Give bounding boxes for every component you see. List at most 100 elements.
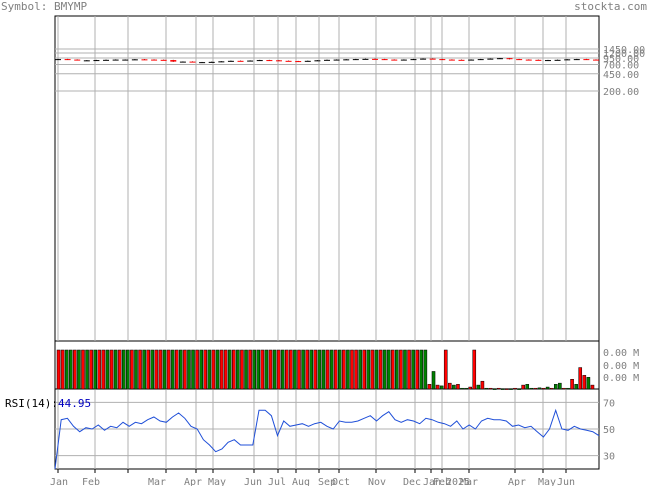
volume-bar: [297, 349, 301, 390]
price-candle: [237, 60, 244, 62]
price-tick-label: 950.00: [603, 54, 639, 65]
x-tick-label: Aug: [292, 477, 310, 486]
price-candle: [420, 58, 427, 60]
volume-bar: [509, 388, 513, 390]
price-candle: [343, 59, 350, 61]
price-candle: [256, 60, 263, 62]
volume-bar: [350, 349, 354, 390]
volume-bar: [435, 384, 440, 390]
volume-bar: [138, 349, 142, 390]
price-candle: [333, 59, 340, 61]
x-tick-label: Mar: [460, 477, 478, 486]
rsi-tick-label: 30: [603, 452, 615, 463]
volume-bar: [272, 349, 277, 390]
price-series: [55, 57, 599, 64]
volume-bar: [545, 386, 550, 390]
volume-bar: [207, 349, 212, 390]
volume-bar: [162, 349, 167, 390]
volume-bar: [566, 387, 570, 390]
price-candle: [439, 59, 446, 61]
volume-bar: [574, 384, 578, 390]
price-candle: [112, 59, 119, 61]
x-tick-label: Jan: [423, 477, 441, 486]
volume-bar: [533, 387, 538, 390]
price-tick-label: 450.00: [603, 70, 639, 81]
price-candle: [141, 59, 148, 61]
volume-bar: [158, 349, 163, 390]
price-candle: [583, 59, 590, 61]
volume-bar: [403, 349, 407, 390]
volume-bar: [301, 349, 305, 390]
volume-bar: [276, 349, 281, 390]
volume-bar: [195, 349, 199, 390]
volume-bar: [423, 349, 428, 390]
price-candle: [516, 59, 523, 61]
price-candle: [458, 59, 465, 61]
x-tick-label: Dec: [403, 477, 421, 486]
volume-bar: [73, 349, 77, 390]
volume-bar: [289, 349, 293, 390]
price-candle: [179, 61, 186, 63]
price-candle: [525, 59, 532, 61]
volume-bar: [150, 349, 155, 390]
rsi-tick-label: 70: [603, 398, 615, 409]
price-candle: [593, 59, 599, 61]
volume-bar: [370, 349, 375, 390]
volume-bar: [321, 349, 326, 390]
rsi-label: RSI(14):: [5, 397, 58, 410]
volume-bar: [484, 387, 489, 390]
volume-bar: [236, 349, 240, 390]
volume-bar: [390, 349, 395, 390]
price-candle: [448, 59, 455, 61]
price-tick-label: 200.00: [603, 87, 639, 98]
x-tick-label: Apr: [508, 477, 526, 486]
volume-bar: [431, 371, 436, 390]
volume-bar: [56, 349, 61, 390]
volume-tick-label: 0.00 M: [603, 361, 639, 372]
volume-bar: [105, 349, 110, 390]
volume-bar: [113, 349, 118, 390]
price-candle: [400, 59, 407, 61]
volume-bar: [199, 349, 203, 390]
volume-bar: [456, 384, 460, 390]
grid: [55, 16, 599, 473]
price-tick-label: 700.00: [603, 60, 639, 71]
price-candle: [295, 61, 302, 63]
price-candle: [275, 60, 282, 62]
volume-bar: [419, 349, 424, 390]
volume-bar: [472, 349, 477, 390]
volume-bar: [89, 349, 93, 390]
price-candle: [247, 60, 254, 62]
site-label[interactable]: stockta.com: [574, 0, 647, 13]
volume-bar: [109, 349, 114, 390]
volume-bar: [166, 349, 171, 390]
x-tick-label: Nov: [368, 477, 386, 486]
x-tick-label: Jun: [557, 477, 575, 486]
volume-bar: [93, 349, 98, 390]
price-candle: [554, 59, 561, 61]
price-candle: [410, 59, 417, 61]
volume-bar: [333, 349, 338, 390]
volume-tick-label: 0.00 M: [603, 373, 639, 384]
volume-bar: [395, 349, 399, 390]
x-tick-label: Feb: [82, 477, 100, 486]
volume-bar: [81, 349, 85, 390]
x-tick-label: Jan: [50, 477, 68, 486]
volume-bar: [215, 349, 220, 390]
volume-bar: [480, 380, 485, 390]
price-candle: [83, 60, 90, 62]
price-candle: [266, 60, 273, 62]
x-tick-label: Mar: [148, 477, 166, 486]
volume-bar: [439, 385, 444, 390]
price-candle: [218, 61, 225, 63]
volume-bar: [232, 349, 236, 390]
price-candle: [64, 59, 71, 61]
volume-bar: [219, 349, 224, 390]
price-candle: [189, 61, 196, 63]
price-candle: [477, 59, 484, 61]
volume-bar: [121, 349, 126, 390]
volume-bar: [464, 387, 468, 390]
volume-bar: [443, 349, 448, 390]
volume-bar: [407, 349, 411, 390]
